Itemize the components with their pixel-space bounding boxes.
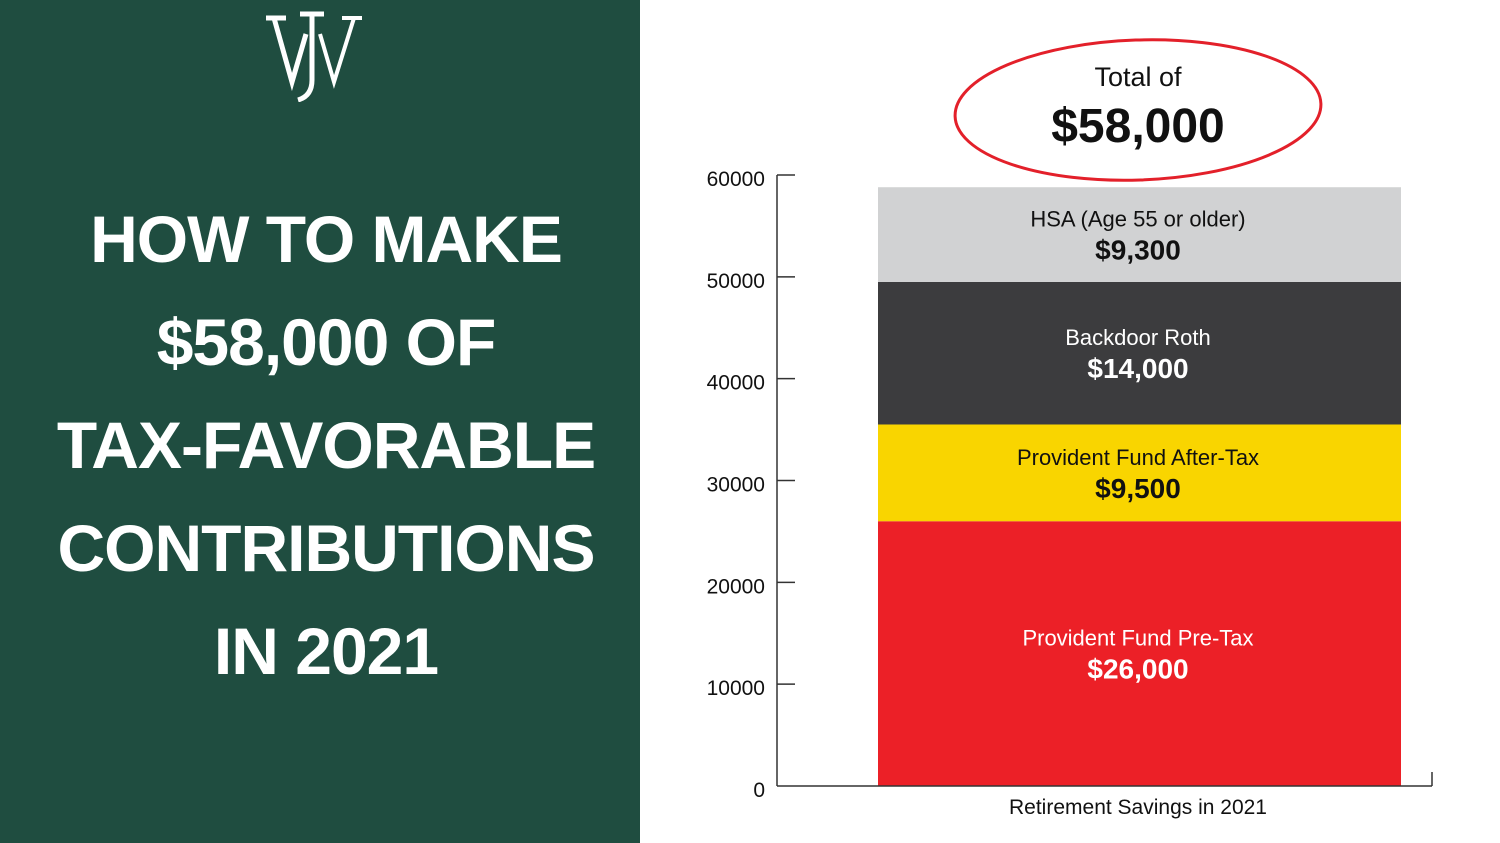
bar-segment (878, 424, 1401, 522)
title-panel: HOW TO MAKE $58,000 OF TAX-FAVORABLE CON… (0, 0, 640, 843)
segment-value: $14,000 (1087, 353, 1188, 384)
y-tick-label: 0 (753, 779, 765, 802)
headline-line: HOW TO MAKE (90, 202, 563, 276)
headline-line: TAX-FAVORABLE (56, 408, 596, 482)
segment-label: Backdoor Roth (1065, 325, 1211, 350)
y-tick-label: 50000 (707, 270, 765, 293)
headline-line: IN 2021 (213, 614, 439, 688)
total-callout: Total of $58,000 (953, 38, 1323, 182)
y-tick-label: 60000 (707, 168, 765, 191)
callout-line1: Total of (1094, 62, 1182, 92)
bar-segment (878, 281, 1401, 425)
y-tick-label: 40000 (707, 372, 765, 395)
headline: HOW TO MAKE $58,000 OF TAX-FAVORABLE CON… (0, 188, 652, 703)
y-tick-label: 10000 (707, 677, 765, 700)
segment-label: HSA (Age 55 or older) (1030, 207, 1245, 232)
segment-value: $9,300 (1095, 235, 1181, 266)
headline-line: $58,000 OF (156, 305, 497, 379)
segment-label: Provident Fund After-Tax (1017, 445, 1259, 470)
segment-label: Provident Fund Pre-Tax (1022, 626, 1253, 651)
y-tick-label: 30000 (707, 474, 765, 497)
bar-segment (878, 521, 1401, 786)
vjw-logo (262, 10, 366, 103)
headline-line: CONTRIBUTIONS (57, 511, 596, 585)
y-tick-label: 20000 (707, 575, 765, 598)
bar-segment (878, 187, 1401, 282)
callout-total: $58,000 (1051, 100, 1225, 153)
segment-value: $9,500 (1095, 473, 1181, 504)
callout-ring (953, 38, 1323, 182)
x-axis-label: Retirement Savings in 2021 (1009, 796, 1267, 819)
segment-value: $26,000 (1087, 654, 1188, 685)
